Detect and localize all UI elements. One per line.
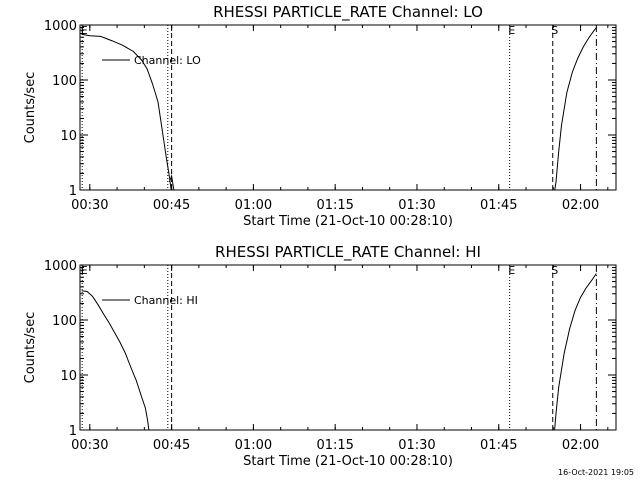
x-tick-label: 01:45 [480,198,517,213]
y-axis-label: Counts/sec [23,72,38,144]
y-tick-label: 10 [60,369,77,384]
y-tick-label: 10 [60,129,77,144]
plot-frame [79,24,617,191]
footer-timestamp: 16-Oct-2021 19:05 [558,468,634,477]
x-tick-label: 00:30 [71,198,108,213]
chart-title: RHESSI PARTICLE_RATE Channel: LO [213,3,483,22]
x-tick-label: 02:00 [562,198,599,213]
y-tick-label: 100 [52,314,77,329]
y-tick-label: 100 [52,74,77,89]
y-axis-label: Counts/sec [23,312,38,384]
legend-label: Channel: HI [134,294,198,307]
x-tick-label: 01:15 [316,198,353,213]
x-tick-label: 00:45 [153,438,190,453]
plot-frame [79,264,617,431]
series-line [81,33,172,190]
x-tick-label: 02:00 [562,438,599,453]
y-tick-label: 1000 [44,19,77,34]
chart-panel-1: RHESSI PARTICLE_RATE Channel: LO Counts/s… [23,3,617,229]
y-tick-label: 1 [69,424,77,439]
x-axis-label: Start Time (21-Oct-10 00:28:10) [243,454,453,469]
legend-label: Channel: LO [134,54,201,67]
event-marker-label: E [508,24,515,37]
x-tick-label: 00:45 [153,198,190,213]
x-tick-label: 01:00 [235,438,272,453]
y-tick-label: 1 [69,184,77,199]
series-line [81,290,150,430]
series-line [168,174,175,190]
series-line [554,27,597,190]
x-tick-label: 01:15 [316,438,353,453]
chart-title: RHESSI PARTICLE_RATE Channel: HI [215,243,481,262]
event-marker-label: E [81,264,88,277]
event-marker-label: S [551,24,558,37]
event-marker-label: E [81,24,88,37]
event-marker-label: S [551,264,558,277]
event-marker-label: E [508,264,515,277]
x-tick-label: 01:00 [235,198,272,213]
x-tick-label: 01:30 [398,198,435,213]
series-line [554,273,597,430]
x-axis-label: Start Time (21-Oct-10 00:28:10) [243,214,453,229]
y-tick-label: 1000 [44,259,77,274]
x-tick-label: 00:30 [71,438,108,453]
chart-panel-2: RHESSI PARTICLE_RATE Channel: HI Counts/s… [23,243,617,469]
x-tick-label: 01:30 [398,438,435,453]
x-tick-label: 01:45 [480,438,517,453]
